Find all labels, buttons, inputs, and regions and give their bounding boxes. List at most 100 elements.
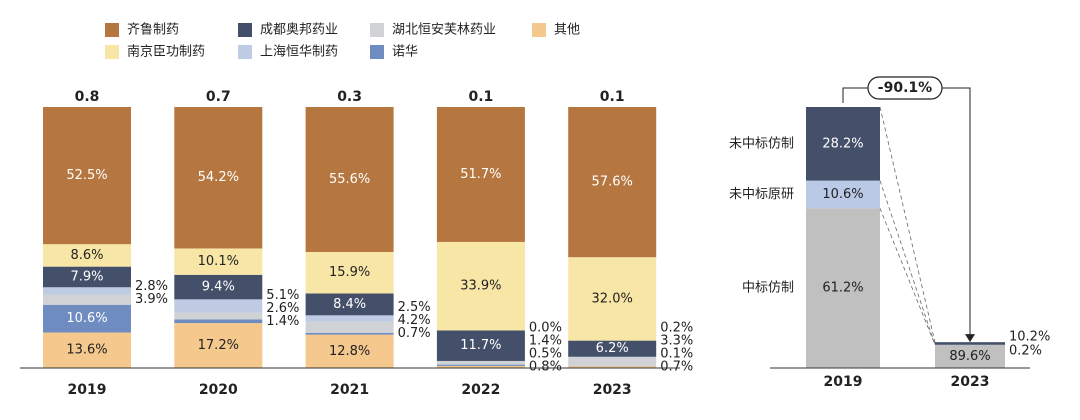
bar-segment xyxy=(305,251,394,294)
legend-swatch xyxy=(238,23,252,37)
value-label: 0.5% xyxy=(529,346,562,361)
bar-segment xyxy=(568,340,657,357)
bar-segment xyxy=(935,344,1005,368)
value-label: 8.6% xyxy=(70,248,103,263)
bar-segment xyxy=(806,107,880,181)
value-label: 57.6% xyxy=(592,175,633,190)
legend-label: 成都奥邦药业 xyxy=(260,23,338,38)
bar-segment xyxy=(305,321,394,333)
legend-label: 湖北恒安芙林药业 xyxy=(392,23,496,38)
bar-segment xyxy=(806,180,880,209)
change-badge xyxy=(867,76,943,100)
value-label: 0.1% xyxy=(660,347,693,362)
bar-segment xyxy=(43,107,131,245)
value-label: 6.2% xyxy=(596,341,629,356)
value-label: 0.2% xyxy=(660,321,693,336)
bar-segment xyxy=(174,319,263,324)
bar-segment xyxy=(568,366,657,368)
value-label: 5.1% xyxy=(266,288,299,303)
value-label: 54.2% xyxy=(198,170,239,185)
x-tick-label: 2020 xyxy=(199,382,238,398)
bar-segment xyxy=(436,241,525,331)
bar-segment xyxy=(43,294,131,305)
value-label: 2.6% xyxy=(266,301,299,316)
value-label: 51.7% xyxy=(460,167,501,182)
total-label: 0.1 xyxy=(600,89,625,105)
bar-segment xyxy=(305,315,394,322)
value-label: 1.4% xyxy=(529,333,562,348)
value-label: 3.9% xyxy=(135,292,168,307)
value-label: 10.6% xyxy=(822,187,863,202)
value-label: 0.0% xyxy=(529,320,562,335)
value-label: 28.2% xyxy=(822,136,863,151)
value-label: 13.6% xyxy=(66,343,107,358)
bar-segment xyxy=(305,332,394,335)
bar-segment xyxy=(43,244,131,267)
bar-segment xyxy=(43,332,131,368)
bar-segment xyxy=(436,365,525,368)
value-label: 10.6% xyxy=(66,311,107,326)
value-label: 17.2% xyxy=(198,338,239,353)
legend-swatch xyxy=(370,45,384,59)
bar-segment xyxy=(43,304,131,333)
legend-label: 其他 xyxy=(554,23,580,38)
value-label: 1.4% xyxy=(266,314,299,329)
value-label: 89.6% xyxy=(949,349,990,364)
bar-segment xyxy=(305,334,394,368)
connector xyxy=(879,180,936,345)
legend-label: 诺华 xyxy=(392,45,418,60)
bar-segment xyxy=(568,357,657,366)
value-label: 61.2% xyxy=(822,281,863,296)
total-label: 0.1 xyxy=(468,89,493,105)
legend-swatch xyxy=(105,45,119,59)
bar-segment xyxy=(436,330,525,361)
bar-segment xyxy=(174,312,263,320)
legend-label: 南京臣功制药 xyxy=(127,44,205,60)
value-label: 32.0% xyxy=(592,291,633,306)
total-label: 0.8 xyxy=(75,89,100,105)
bar-segment xyxy=(174,274,263,300)
value-label: 8.4% xyxy=(333,297,366,312)
value-label: 3.3% xyxy=(660,334,693,349)
value-label: 0.7% xyxy=(660,360,693,375)
bar-segment xyxy=(43,287,131,295)
bar-segment xyxy=(305,293,394,316)
x-tick-label: 2023 xyxy=(951,374,990,390)
connector xyxy=(879,106,936,343)
value-label: 0.2% xyxy=(1009,343,1042,358)
series-label: 未中标仿制 xyxy=(729,136,794,151)
value-label: 10.2% xyxy=(1009,329,1050,344)
x-tick-label: 2023 xyxy=(593,382,632,398)
bar-segment xyxy=(305,107,394,252)
value-label: 52.5% xyxy=(66,168,107,183)
bar-segment xyxy=(568,257,657,341)
value-label: 11.7% xyxy=(460,338,501,353)
value-label: 12.8% xyxy=(329,344,370,359)
legend-swatch xyxy=(532,23,546,37)
legend-label: 齐鲁制药 xyxy=(127,22,179,38)
bar-segment xyxy=(806,208,880,368)
connector xyxy=(879,208,936,345)
change-label: -90.1% xyxy=(878,80,932,96)
legend-label: 上海恒华制药 xyxy=(260,45,338,60)
x-tick-label: 2022 xyxy=(461,382,500,398)
value-label: 2.5% xyxy=(398,300,431,315)
bar-segment xyxy=(568,107,657,258)
x-tick-label: 2021 xyxy=(330,382,369,398)
value-label: 33.9% xyxy=(460,279,501,294)
legend-swatch xyxy=(238,45,252,59)
series-label: 中标仿制 xyxy=(742,281,794,296)
bar-segment xyxy=(935,342,1005,345)
bar-segment xyxy=(436,360,525,365)
bar-segment xyxy=(174,107,263,249)
bar-segment xyxy=(43,266,131,288)
value-label: 15.9% xyxy=(329,265,370,280)
bar-segment xyxy=(174,323,263,368)
legend-swatch xyxy=(105,23,119,37)
value-label: 10.1% xyxy=(198,254,239,269)
total-label: 0.7 xyxy=(206,89,231,105)
series-label: 未中标原研 xyxy=(729,187,794,202)
bar-segment xyxy=(568,356,657,358)
value-label: 9.4% xyxy=(202,280,235,295)
